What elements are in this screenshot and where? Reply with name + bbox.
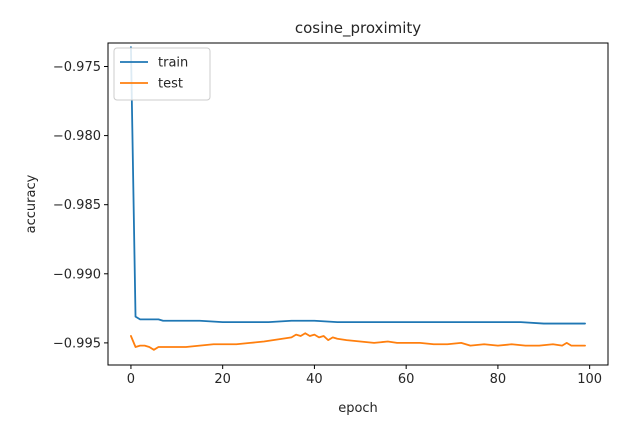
x-tick-label: 60 [398,372,415,387]
y-tick-label: −0.985 [53,198,101,213]
plot-frame [107,42,609,366]
legend-box [113,47,211,101]
legend-label-train: train [158,56,188,71]
y-tick-label: −0.995 [53,336,101,351]
series-line-test [130,332,586,351]
x-axis-label: epoch [338,401,378,416]
y-tick-label: −0.975 [53,60,101,75]
x-tick-label: 0 [127,372,135,387]
x-tick-label: 40 [306,372,323,387]
legend-label-test: test [158,77,183,92]
chart-title: cosine_proximity [295,19,421,38]
series-layer [130,46,586,351]
y-axis-label: accuracy [24,174,39,233]
y-tick-label: −0.980 [53,129,101,144]
legend: train test [113,47,211,101]
y-tick-label: −0.990 [53,267,101,282]
series-line-train [130,46,586,325]
x-tick-label: 80 [490,372,507,387]
x-tick-label: 100 [577,372,602,387]
y-axis: −0.975 −0.980 −0.985 −0.990 −0.995 [53,60,108,351]
x-axis: 0 20 40 60 80 100 [127,365,602,387]
x-tick-label: 20 [214,372,231,387]
